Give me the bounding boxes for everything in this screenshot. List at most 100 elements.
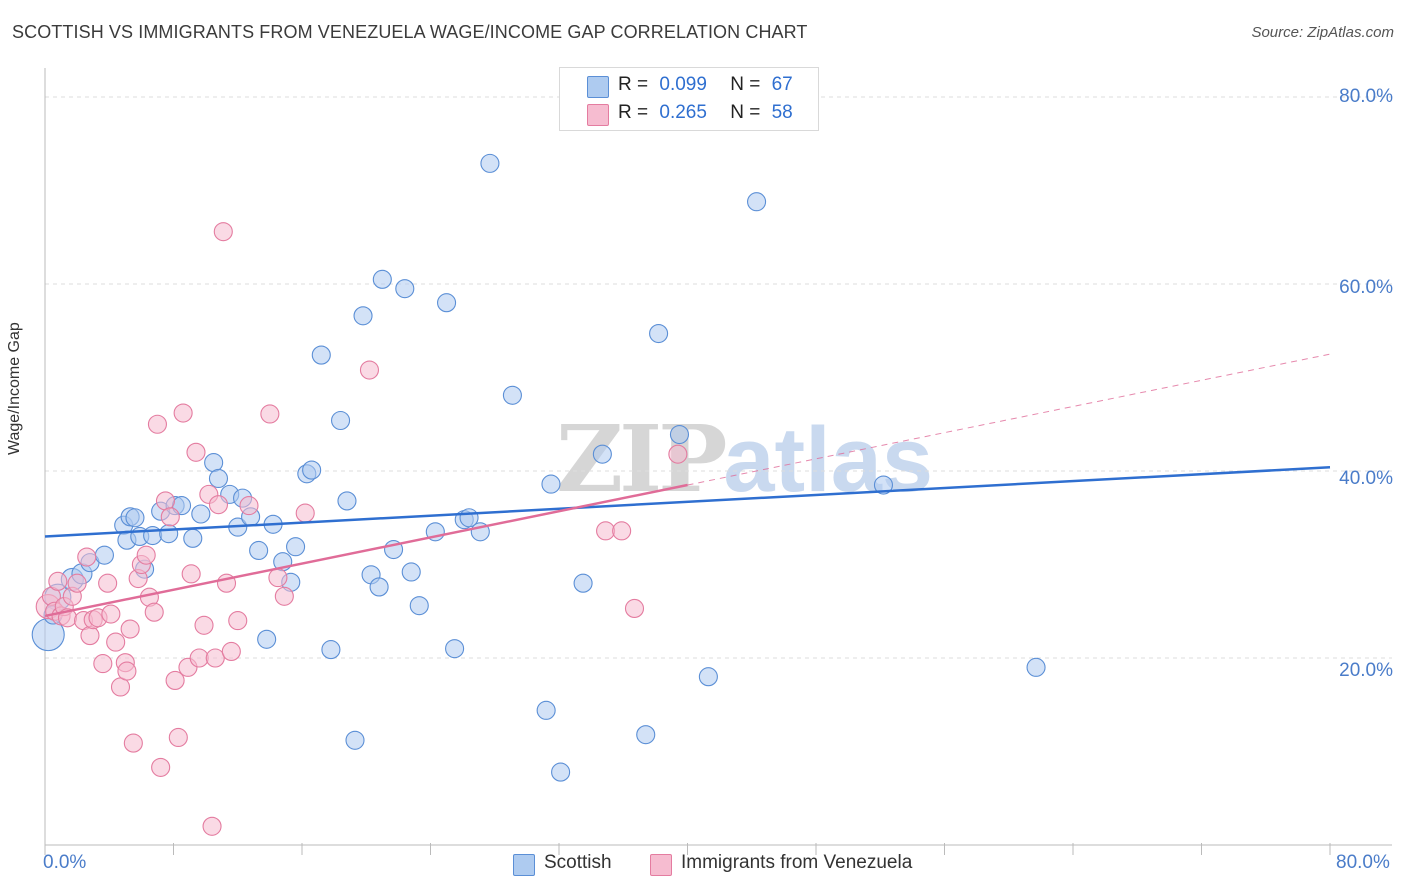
n-label: N = [730, 102, 761, 123]
point-scottish [302, 460, 322, 480]
point-venezuela [155, 491, 176, 511]
bottom-legend-swatch-venezuela [650, 854, 672, 876]
bottom-legend-scottish: Scottish [544, 852, 612, 873]
point-venezuela [117, 661, 137, 681]
n-value-venezuela: 58 [771, 102, 793, 123]
y-axis-label: Wage/Income Gap [6, 322, 23, 455]
point-scottish [573, 573, 593, 593]
trend-line-venezuela-extension [687, 353, 1331, 486]
point-scottish [401, 562, 421, 582]
point-venezuela [106, 632, 126, 652]
n-value-scottish: 67 [771, 74, 793, 95]
point-scottish [330, 410, 351, 431]
point-scottish [649, 324, 669, 344]
point-scottish [353, 306, 373, 326]
point-venezuela [93, 654, 113, 674]
point-venezuela [160, 507, 180, 527]
point-venezuela [67, 573, 87, 593]
point-venezuela [110, 677, 131, 697]
axes-layer [44, 68, 1392, 855]
trend-line-venezuela [44, 483, 688, 618]
point-venezuela [123, 733, 143, 753]
point-venezuela [359, 360, 380, 380]
chart-title: SCOTTISH VS IMMIGRANTS FROM VENEZUELA WA… [12, 22, 808, 42]
point-scottish [337, 491, 357, 511]
point-venezuela [668, 444, 688, 464]
legend-swatch-scottish [587, 76, 609, 98]
point-venezuela [221, 641, 241, 662]
legend-swatch-venezuela [587, 104, 609, 126]
point-venezuela [194, 615, 214, 635]
point-venezuela [260, 404, 280, 424]
point-scottish [204, 453, 224, 473]
point-venezuela [189, 648, 209, 668]
point-venezuela [239, 496, 259, 516]
point-scottish [208, 468, 229, 489]
point-venezuela [168, 727, 188, 748]
point-scottish [669, 424, 690, 445]
point-venezuela [173, 403, 193, 423]
point-scottish [311, 345, 331, 365]
point-scottish [94, 545, 114, 565]
y-tick-label-60: 60.0% [1339, 277, 1393, 298]
legend-row-venezuela: R = 0.265 N = 58 [618, 102, 793, 126]
point-venezuela [596, 521, 616, 541]
point-venezuela [136, 545, 156, 565]
bottom-legend-swatch-scottish [513, 854, 535, 876]
point-venezuela [77, 547, 97, 567]
point-scottish [125, 508, 145, 528]
point-venezuela [48, 571, 68, 591]
point-venezuela [165, 670, 185, 690]
point-scottish [159, 524, 179, 544]
y-tick-label-40: 40.0% [1339, 468, 1393, 489]
point-scottish [395, 279, 415, 299]
point-scottish [747, 192, 767, 212]
point-scottish [541, 474, 561, 494]
y-tick-label-80: 80.0% [1339, 86, 1393, 107]
r-value-venezuela: 0.265 [659, 102, 707, 123]
point-venezuela [268, 568, 288, 588]
source-label: Source: ZipAtlas.com [1251, 24, 1394, 41]
point-venezuela [624, 598, 645, 618]
point-venezuela [147, 414, 167, 434]
x-tick-label-min: 0.0% [43, 852, 87, 873]
point-scottish [445, 639, 465, 659]
bottom-legend-venezuela: Immigrants from Venezuela [681, 852, 913, 873]
point-venezuela [205, 648, 225, 668]
n-label: N = [730, 74, 761, 95]
point-venezuela [80, 626, 100, 646]
r-label: R = [618, 102, 649, 123]
point-scottish [369, 577, 389, 597]
point-scottish [345, 730, 365, 750]
point-venezuela [295, 503, 315, 523]
point-venezuela [101, 604, 121, 624]
point-scottish [502, 385, 522, 405]
point-scottish [286, 537, 306, 557]
point-venezuela [120, 619, 140, 639]
point-venezuela [151, 757, 171, 777]
point-scottish [698, 667, 718, 687]
point-venezuela [228, 611, 248, 631]
point-venezuela [181, 564, 201, 584]
trend-layer [44, 353, 1331, 618]
point-scottish [437, 293, 457, 313]
point-venezuela [208, 495, 229, 515]
x-tick-label-max: 80.0% [1336, 852, 1390, 873]
legend-row-scottish: R = 0.099 N = 67 [618, 74, 793, 98]
point-scottish [536, 700, 556, 720]
point-scottish [873, 475, 894, 495]
point-scottish [1026, 657, 1046, 677]
point-venezuela [612, 521, 632, 541]
trend-line-scottish [44, 466, 1331, 538]
point-scottish [191, 504, 211, 524]
point-venezuela [144, 602, 164, 622]
point-scottish [321, 640, 341, 660]
r-label: R = [618, 74, 649, 95]
point-scottish [409, 596, 429, 616]
y-tick-label-20: 20.0% [1339, 660, 1393, 681]
point-venezuela [186, 442, 206, 462]
point-scottish [249, 540, 269, 561]
point-scottish [257, 629, 277, 649]
stats-legend: R = 0.099 N = 67 R = 0.265 N = 58 [559, 67, 819, 131]
